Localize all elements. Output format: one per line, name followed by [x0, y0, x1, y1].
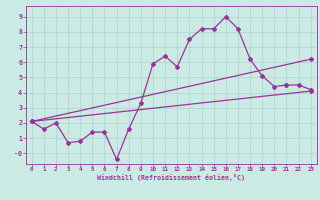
X-axis label: Windchill (Refroidissement éolien,°C): Windchill (Refroidissement éolien,°C)	[97, 174, 245, 181]
